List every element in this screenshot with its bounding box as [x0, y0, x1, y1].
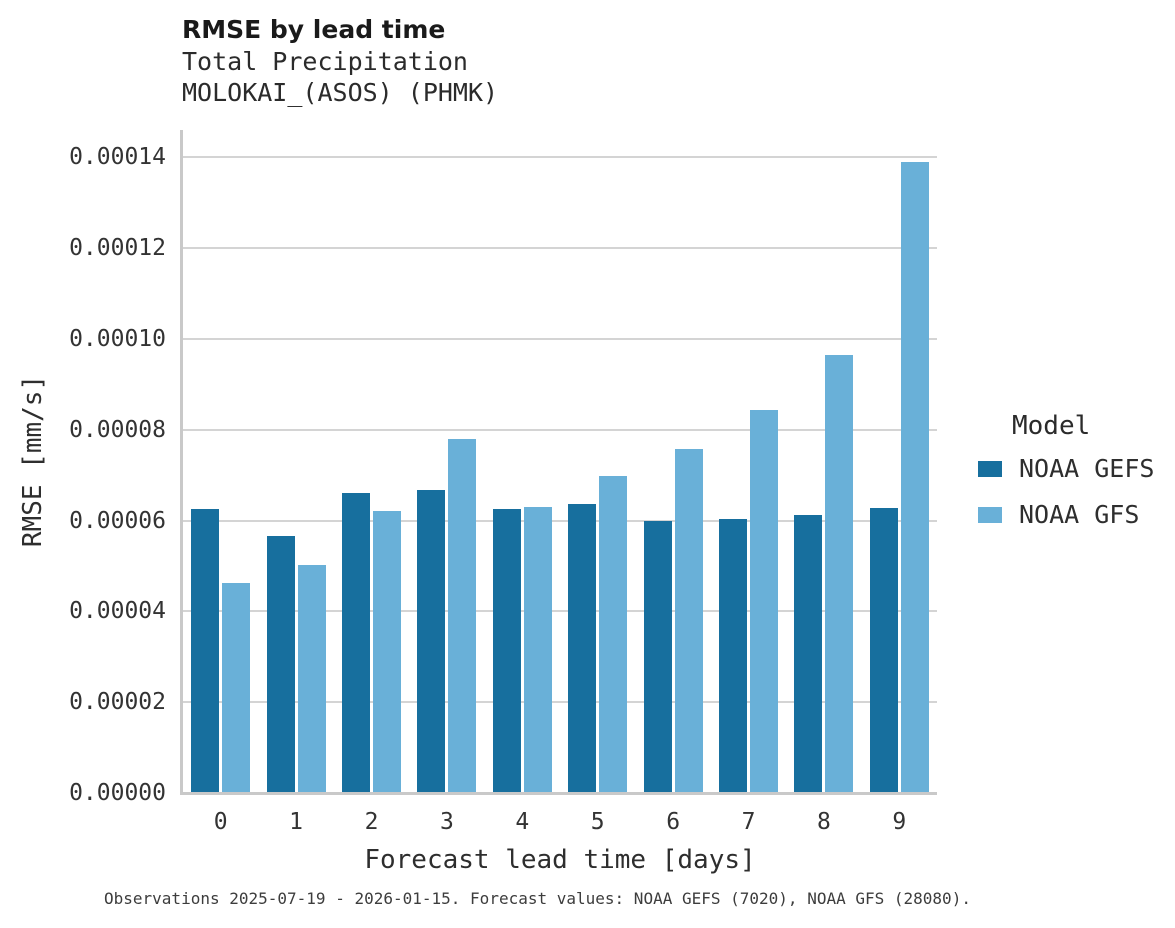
x-axis-ticks: 0 1 2 3 4 5 6 7 8 9 — [183, 806, 937, 838]
x-tick-label: 0 — [213, 809, 228, 835]
y-tick-label: 0.00000 — [69, 780, 166, 806]
legend-entries: NOAA GEFS NOAA GFS — [978, 454, 1154, 529]
bar-noaa-gfs-day-6 — [674, 449, 703, 793]
bar-noaa-gefs-day-1 — [266, 535, 295, 793]
bar-noaa-gfs-day-3 — [448, 438, 477, 793]
legend-title: Model — [1012, 411, 1091, 441]
legend-entry-noaa-gefs: NOAA GEFS — [978, 454, 1154, 483]
bar-noaa-gefs-day-3 — [417, 490, 446, 793]
bar-noaa-gfs-day-7 — [750, 410, 779, 793]
x-tick-label: 6 — [666, 809, 681, 835]
y-tick-label: 0.00006 — [69, 507, 166, 534]
gridline — [183, 701, 937, 704]
bar-noaa-gfs-day-8 — [825, 355, 854, 793]
bar-group-day-9 — [862, 130, 937, 793]
gridline — [183, 610, 937, 613]
x-tick-label: 1 — [289, 809, 304, 835]
gridline — [183, 428, 937, 431]
bar-group-day-1 — [258, 130, 333, 793]
y-tick-label: 0.00010 — [69, 325, 166, 352]
bar-group-day-8 — [786, 130, 861, 793]
x-tick-label: 9 — [892, 809, 907, 835]
bar-noaa-gfs-day-4 — [523, 506, 552, 793]
bar-noaa-gefs-day-4 — [492, 509, 521, 793]
bar-noaa-gfs-day-5 — [599, 475, 628, 793]
legend: Model NOAA GEFS NOAA GFS — [978, 410, 1154, 529]
bar-noaa-gfs-day-2 — [373, 511, 402, 793]
legend-swatch — [978, 506, 1002, 523]
y-tick-label: 0.00004 — [69, 598, 166, 625]
chart-subtitle-variable: Total Precipitation — [182, 47, 468, 76]
x-tick-label: 8 — [817, 809, 831, 835]
bar-noaa-gefs-day-0 — [191, 509, 220, 793]
bar-group-day-4 — [485, 130, 560, 793]
x-tick-label: 3 — [439, 809, 454, 835]
bar-group-day-7 — [711, 130, 786, 793]
bar-group-day-2 — [334, 130, 409, 793]
bar-noaa-gfs-day-1 — [297, 565, 326, 793]
y-axis-line — [180, 130, 183, 795]
x-tick-label: 2 — [364, 809, 379, 835]
gridline — [183, 156, 937, 159]
plot-area — [180, 130, 937, 795]
bar-noaa-gefs-day-2 — [342, 493, 371, 793]
bar-noaa-gfs-day-9 — [900, 161, 929, 793]
y-tick-label: 0.00002 — [69, 689, 166, 716]
gridline — [183, 519, 937, 522]
bar-noaa-gefs-day-9 — [869, 507, 898, 793]
bar-noaa-gefs-day-6 — [643, 521, 672, 793]
bar-noaa-gefs-day-7 — [719, 518, 748, 793]
bar-group-day-0 — [183, 130, 258, 793]
y-tick-label: 0.00014 — [69, 144, 166, 171]
legend-swatch — [978, 460, 1002, 477]
bar-noaa-gefs-day-5 — [568, 503, 597, 793]
bar-group-day-3 — [409, 130, 484, 793]
bar-noaa-gfs-day-0 — [222, 582, 251, 793]
bar-noaa-gefs-day-8 — [794, 515, 823, 793]
x-tick-label: 5 — [590, 809, 605, 835]
footer-caption: Observations 2025-07-19 - 2026-01-15. Fo… — [104, 889, 971, 908]
x-axis-line — [180, 792, 937, 795]
y-tick-label: 0.00012 — [69, 235, 166, 262]
x-tick-label: 7 — [741, 809, 756, 835]
y-tick-label: 0.00008 — [69, 416, 166, 443]
bar-group-day-6 — [635, 130, 710, 793]
gridline — [183, 247, 937, 250]
bar-group-day-5 — [560, 130, 635, 793]
x-axis-title: Forecast lead time [days] — [364, 845, 756, 875]
legend-label: NOAA GFS — [1019, 500, 1140, 529]
gridline — [183, 337, 937, 340]
legend-entry-noaa-gfs: NOAA GFS — [978, 500, 1154, 529]
bars — [183, 130, 937, 793]
chart-title: RMSE by lead time — [182, 15, 446, 44]
title-block: RMSE by lead time Total Precipitation MO… — [182, 14, 498, 108]
x-tick-label: 4 — [515, 809, 530, 835]
legend-label: NOAA GEFS — [1019, 454, 1155, 483]
y-axis-ticks: 0.00000 0.00002 0.00004 0.00006 0.00008 0.000… — [0, 130, 166, 806]
chart-subtitle-station: MOLOKAI_(ASOS) (PHMK) — [182, 78, 499, 107]
